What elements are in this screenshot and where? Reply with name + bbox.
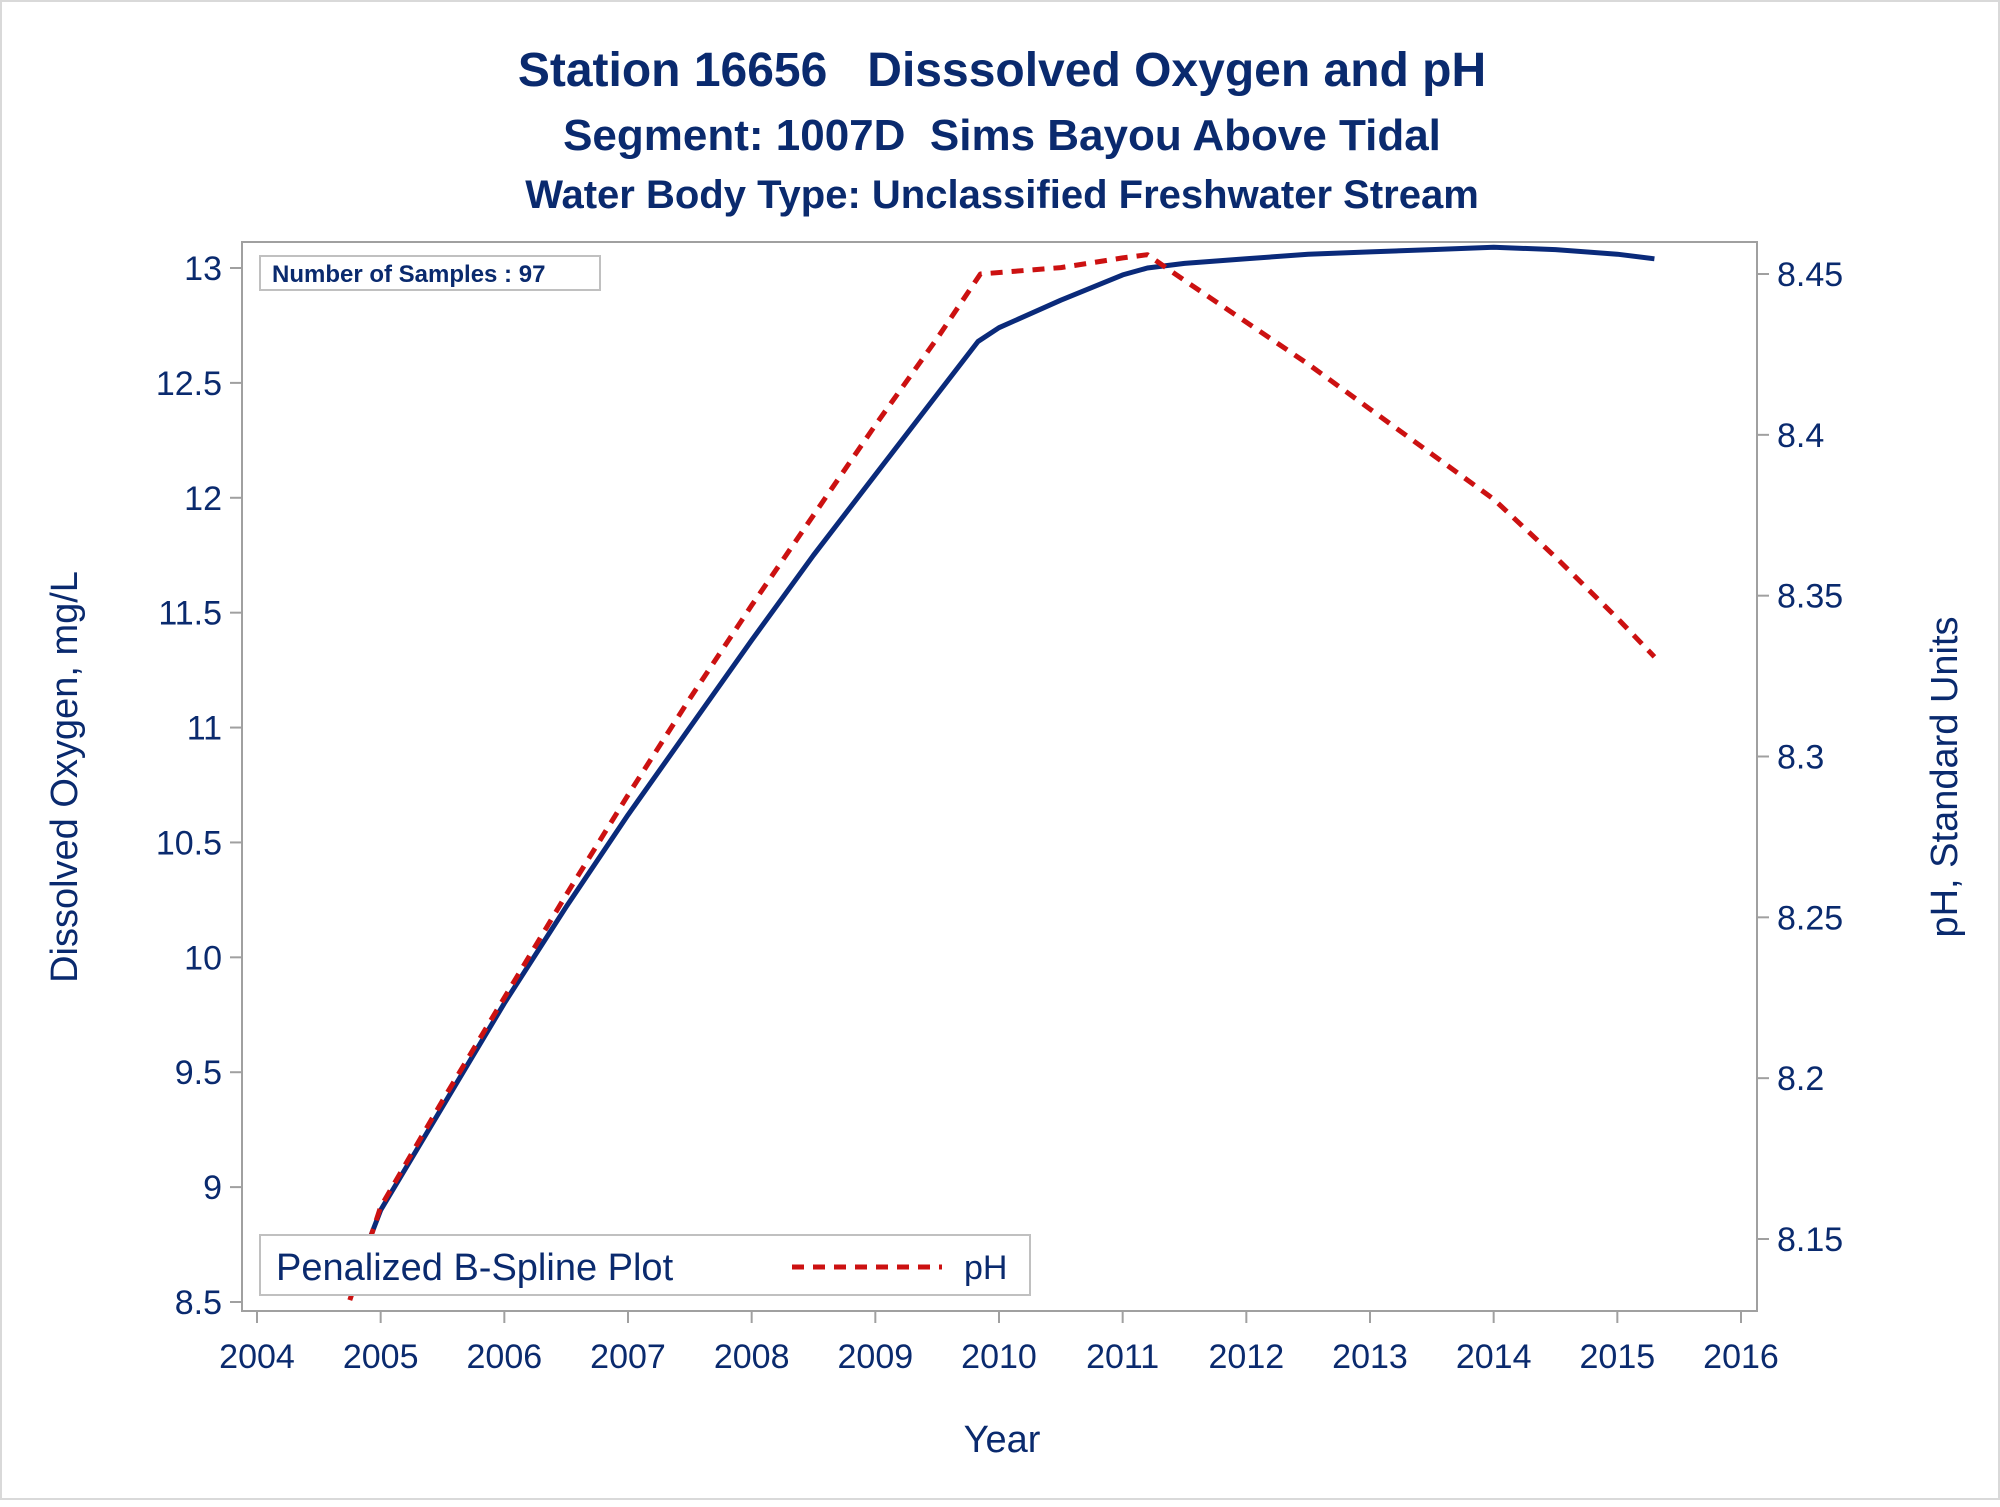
y-tick-label: 9.5 [175, 1054, 222, 1092]
x-tick-label: 2014 [1456, 1338, 1532, 1376]
x-tick-label: 2011 [1086, 1338, 1159, 1376]
sample-count-label: Number of Samples : 97 [272, 261, 545, 288]
y2-tick-label: 8.3 [1777, 739, 1824, 777]
y2-tick-label: 8.25 [1777, 899, 1843, 937]
plot-area [241, 241, 1758, 1312]
legend-ph-label: pH [964, 1249, 1007, 1287]
x-tick-label: 2012 [1209, 1338, 1285, 1376]
x-tick-label: 2008 [714, 1338, 790, 1376]
x-tick-label: 2009 [838, 1338, 914, 1376]
x-tick-label: 2004 [219, 1338, 295, 1376]
chart-subtitle: Segment: 1007D Sims Bayou Above Tidal [563, 111, 1441, 160]
x-axis-label: Year [964, 1419, 1041, 1461]
x-axis: 2004 2005 2006 2007 2008 2009 2010 2011 2012 2013… [219, 1311, 1779, 1376]
x-tick-label: 2010 [961, 1338, 1037, 1376]
y-tick-label: 10 [184, 939, 222, 977]
y2-tick-label: 8.15 [1777, 1221, 1843, 1259]
y-tick-label: 12 [184, 480, 222, 518]
y2-tick-label: 8.45 [1777, 256, 1843, 294]
y2-tick-label: 8.35 [1777, 578, 1843, 616]
y2-tick-label: 8.2 [1777, 1060, 1824, 1098]
do-series-line [347, 244, 1655, 1292]
y-tick-label: 8.5 [175, 1284, 222, 1322]
y-axis-left: 8.5 9 9.5 10 10.5 11 11.5 12 12.5 13 [156, 250, 242, 1322]
y-tick-label: 12.5 [156, 365, 222, 403]
y-axis-label: Dissolved Oxygen, mg/L [44, 571, 86, 983]
series-lines [347, 244, 1657, 1301]
x-tick-label: 2007 [590, 1338, 666, 1376]
x-tick-label: 2015 [1580, 1338, 1656, 1376]
y-tick-label: 13 [184, 250, 222, 288]
chart-title: Station 16656 Disssolved Oxygen and pH [518, 44, 1486, 97]
legend-title: Penalized B-Spline Plot [276, 1247, 674, 1289]
chart-subtitle-2: Water Body Type: Unclassified Freshwater… [525, 173, 1479, 217]
x-tick-label: 2016 [1703, 1338, 1779, 1376]
y2-axis-label: pH, Standard Units [1924, 616, 1966, 937]
x-tick-label: 2006 [467, 1338, 543, 1376]
y-tick-label: 10.5 [156, 824, 222, 862]
y-tick-label: 11 [187, 710, 222, 748]
sample-count-box: Number of Samples : 97 [259, 255, 601, 291]
x-tick-label: 2005 [343, 1338, 419, 1376]
y-axis-right: 8.15 8.2 8.25 8.3 8.35 8.4 8.45 [1757, 256, 1843, 1259]
ph-series-line [347, 252, 1657, 1301]
legend: Penalized B-Spline Plot pH [259, 1234, 1031, 1296]
y2-tick-label: 8.4 [1777, 417, 1824, 455]
x-tick-label: 2013 [1332, 1338, 1408, 1376]
y-tick-label: 11.5 [158, 595, 222, 633]
y-tick-label: 9 [203, 1169, 222, 1207]
